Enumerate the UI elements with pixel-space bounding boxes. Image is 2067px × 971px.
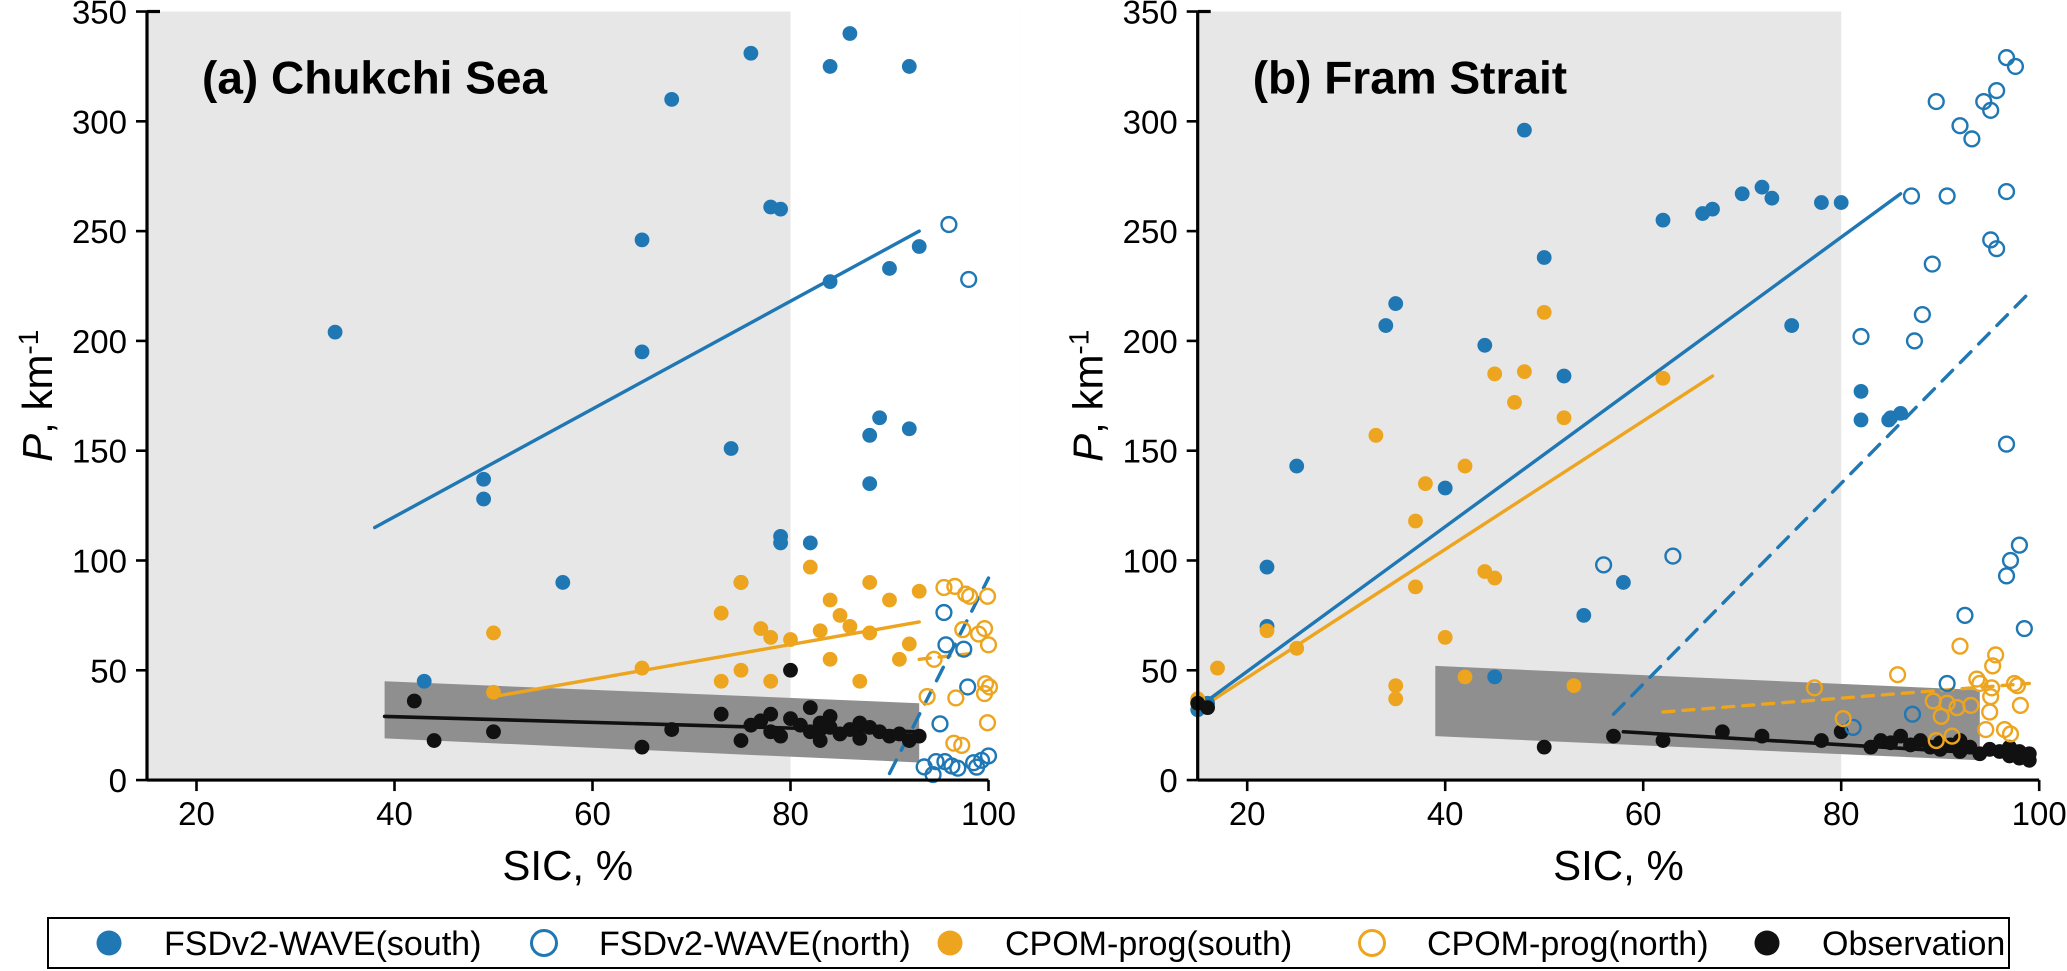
svg-text:200: 200 xyxy=(72,323,127,360)
svg-text:100: 100 xyxy=(2012,795,2067,832)
svg-text:CPOM-prog(north): CPOM-prog(north) xyxy=(1427,925,1709,963)
svg-text:50: 50 xyxy=(90,652,127,689)
svg-text:80: 80 xyxy=(772,795,809,832)
svg-text:200: 200 xyxy=(1123,323,1178,360)
svg-text:0: 0 xyxy=(109,762,127,799)
svg-text:0: 0 xyxy=(1159,762,1177,799)
svg-text:150: 150 xyxy=(1123,433,1178,470)
svg-text:(b) Fram Strait: (b) Fram Strait xyxy=(1253,52,1567,104)
svg-text:50: 50 xyxy=(1141,652,1178,689)
svg-text:Observation: Observation xyxy=(1822,925,2005,963)
svg-text:20: 20 xyxy=(178,795,215,832)
svg-text:(a) Chukchi Sea: (a) Chukchi Sea xyxy=(202,52,548,104)
svg-text:20: 20 xyxy=(1229,795,1266,832)
svg-text:40: 40 xyxy=(376,795,413,832)
svg-text:350: 350 xyxy=(1123,0,1178,31)
svg-text:CPOM-prog(south): CPOM-prog(south) xyxy=(1005,925,1292,963)
svg-text:40: 40 xyxy=(1427,795,1464,832)
svg-text:250: 250 xyxy=(1123,213,1178,250)
svg-text:SIC, %: SIC, % xyxy=(502,842,633,889)
svg-text:250: 250 xyxy=(72,213,127,250)
svg-text:SIC, %: SIC, % xyxy=(1553,842,1684,889)
svg-text:100: 100 xyxy=(961,795,1016,832)
svg-text:300: 300 xyxy=(72,103,127,140)
svg-text:350: 350 xyxy=(72,0,127,31)
svg-text:FSDv2-WAVE(south): FSDv2-WAVE(south) xyxy=(164,925,481,963)
svg-text:150: 150 xyxy=(72,433,127,470)
svg-text:80: 80 xyxy=(1823,795,1860,832)
svg-text:100: 100 xyxy=(72,542,127,579)
svg-text:100: 100 xyxy=(1123,542,1178,579)
svg-text:60: 60 xyxy=(574,795,611,832)
svg-text:60: 60 xyxy=(1625,795,1662,832)
svg-text:FSDv2-WAVE(north): FSDv2-WAVE(north) xyxy=(599,925,911,963)
svg-text:300: 300 xyxy=(1123,103,1178,140)
